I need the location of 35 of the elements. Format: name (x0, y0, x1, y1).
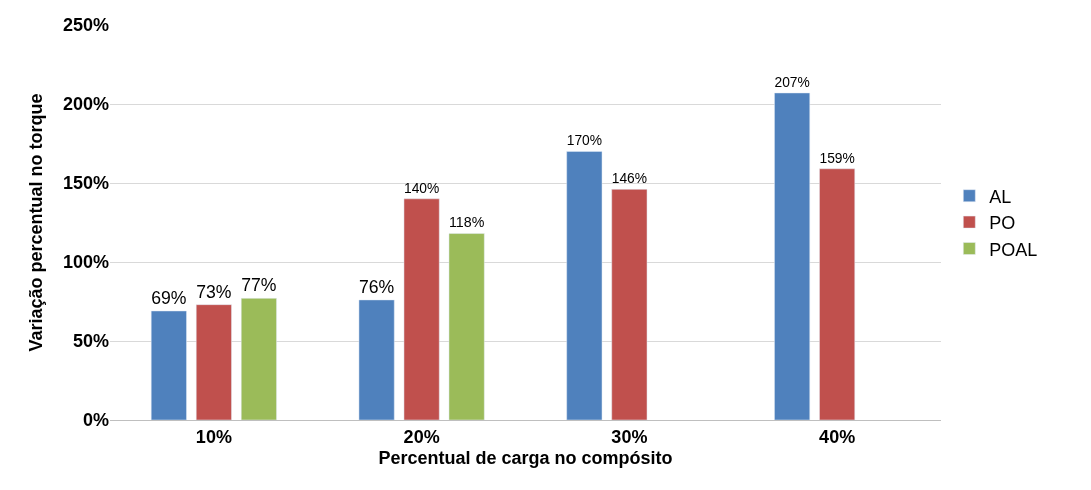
bar (774, 92, 811, 420)
data-label: 69% (151, 288, 187, 309)
y-axis-title: Variação percentual no torque (26, 93, 47, 352)
bar (195, 304, 232, 420)
bar (819, 168, 856, 420)
legend-label: AL (989, 186, 1012, 207)
x-tick-label: 20% (403, 426, 440, 447)
x-tick-label: 10% (195, 426, 232, 447)
x-axis-title: Percentual de carga no compósito (378, 447, 673, 468)
data-label: 77% (241, 275, 277, 296)
bar (150, 310, 187, 420)
legend-label: PO (989, 213, 1016, 234)
data-label: 73% (196, 281, 232, 302)
data-label: 159% (819, 150, 855, 166)
y-tick-label: 100% (62, 252, 109, 273)
data-label: 76% (358, 277, 395, 297)
bar (358, 299, 395, 420)
bar (403, 198, 440, 420)
bar (448, 233, 485, 420)
data-label: 118% (448, 214, 485, 231)
bar (240, 298, 277, 420)
y-tick-label: 200% (62, 94, 109, 115)
x-tick-label: 40% (819, 426, 856, 447)
x-tick-label: 30% (611, 426, 648, 447)
data-label: 146% (611, 171, 648, 187)
data-label: 207% (774, 74, 810, 90)
bar (566, 151, 603, 420)
data-label: 140% (403, 180, 440, 196)
bar (611, 189, 648, 420)
y-tick-label: 150% (62, 173, 109, 194)
y-tick-label: 0% (82, 410, 109, 431)
data-label: 170% (566, 133, 603, 149)
legend-label: POAL (989, 239, 1038, 260)
y-tick-label: 250% (62, 15, 109, 36)
y-tick-label: 50% (72, 331, 109, 352)
